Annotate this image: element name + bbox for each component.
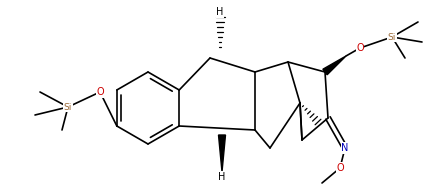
Text: O: O	[336, 163, 344, 173]
Text: O: O	[356, 43, 364, 53]
Polygon shape	[219, 135, 225, 172]
Text: O: O	[96, 87, 104, 97]
Text: Si: Si	[64, 102, 72, 112]
Polygon shape	[323, 56, 346, 75]
Text: Si: Si	[388, 32, 396, 41]
Text: H: H	[218, 172, 226, 182]
Text: H: H	[216, 7, 224, 17]
Text: N: N	[342, 143, 349, 153]
